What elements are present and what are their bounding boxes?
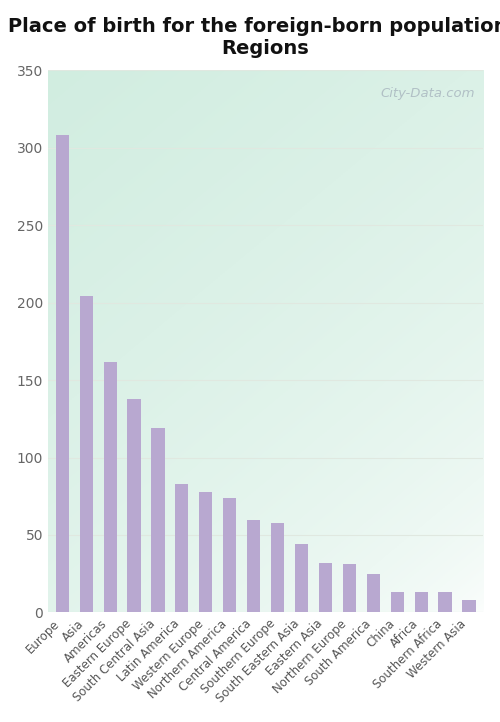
Bar xyxy=(152,428,164,612)
Bar xyxy=(271,523,284,612)
Bar xyxy=(295,544,308,612)
Bar xyxy=(390,592,404,612)
Bar xyxy=(223,498,236,612)
Bar xyxy=(414,592,428,612)
Bar xyxy=(104,362,117,612)
Bar xyxy=(462,600,475,612)
Title: Place of birth for the foreign-born population -
Regions: Place of birth for the foreign-born popu… xyxy=(8,17,500,58)
Bar xyxy=(176,484,188,612)
Bar xyxy=(343,565,356,612)
Bar xyxy=(199,492,212,612)
Bar xyxy=(56,136,69,612)
Bar xyxy=(438,592,452,612)
Bar xyxy=(247,520,260,612)
Text: City-Data.com: City-Data.com xyxy=(380,87,474,100)
Bar xyxy=(128,399,140,612)
Bar xyxy=(80,297,93,612)
Bar xyxy=(319,563,332,612)
Bar xyxy=(366,574,380,612)
